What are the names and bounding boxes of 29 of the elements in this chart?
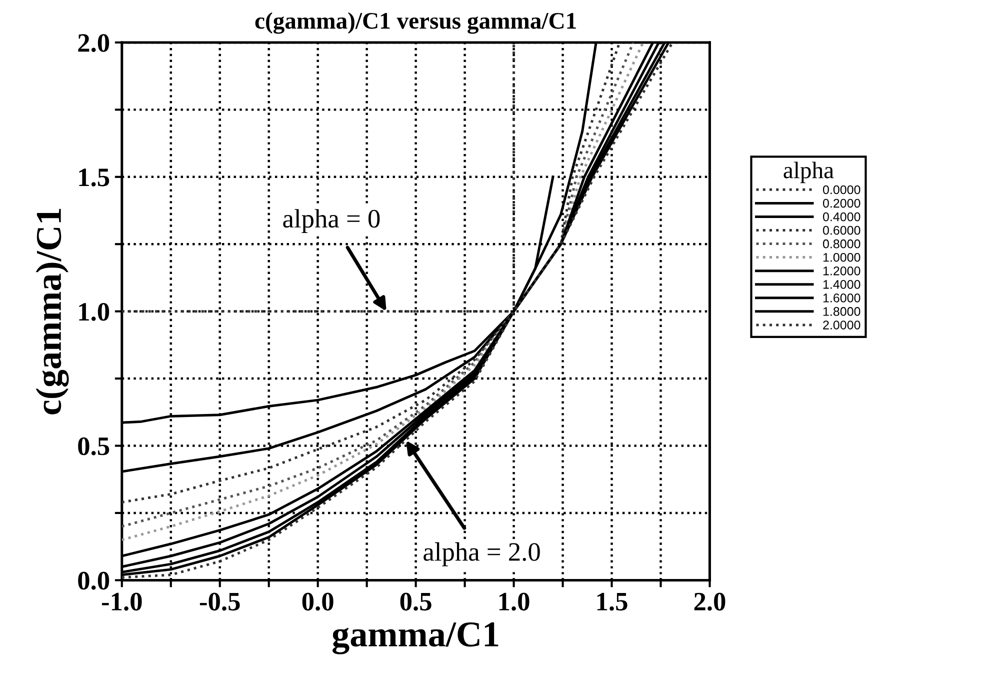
x-tick-label: 1.0 [499,592,530,611]
y-tick-label: 0.5 [78,437,110,456]
chart-title: c(gamma)/C1 versus gamma/C1 [255,12,576,34]
legend-label: 0.0000 [822,185,860,194]
legend-label: 1.6000 [823,294,860,302]
x-tick-label: 0.0 [302,592,334,611]
y-axis-title: c(gamma)/C1 [36,208,69,414]
legend-label: 0.2000 [822,198,860,208]
y-tick-label: 2.0 [78,34,110,52]
legend-label: 0.8000 [822,239,860,248]
x-axis-title: gamma/C1 [332,622,498,654]
legend-label: 1.4000 [823,280,860,289]
annotation: alpha = 0 [283,209,380,234]
legend-label: 0.6000 [822,226,860,235]
annotation: alpha = 2.0 [424,542,540,566]
legend-label: 1.8000 [823,307,860,316]
legend-label: 1.2000 [823,266,860,276]
y-tick-label: 1.0 [79,302,110,321]
legend-label: 1.0000 [823,252,860,262]
y-tick-label: 0.0 [78,572,110,590]
x-tick-label: 0.5 [400,592,432,611]
x-tick-label: -1.0 [102,592,142,611]
x-tick-label: -0.5 [200,592,240,611]
legend-label: 2.0000 [823,320,860,330]
legend-title: alpha [784,162,834,184]
x-tick-label: 2.0 [694,592,726,611]
legend-label: 0.4000 [822,212,860,222]
x-tick-label: 1.5 [597,592,628,611]
y-tick-label: 1.5 [79,168,110,186]
